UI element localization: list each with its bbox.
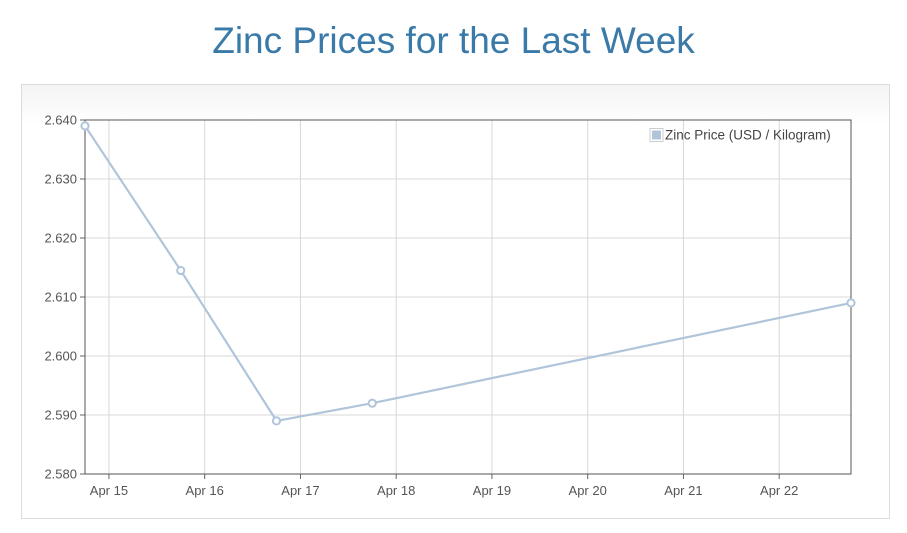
x-tick-label: Apr 17 — [281, 483, 319, 498]
page-title: Zinc Prices for the Last Week — [212, 20, 695, 61]
x-tick-label: Apr 18 — [377, 483, 415, 498]
axes: 2.580 2.590 2.600 2.610 2.620 2.630 2.640 Apr 1… — [44, 113, 852, 498]
y-tick-label: 2.590 — [44, 408, 77, 423]
data-point[interactable] — [176, 265, 186, 276]
y-tick-label: 2.630 — [44, 172, 77, 187]
x-tick-label: Apr 19 — [473, 483, 511, 498]
y-tick-label: 2.600 — [44, 349, 77, 364]
y-tick-label: 2.620 — [44, 231, 77, 246]
x-tick-label: Apr 22 — [760, 483, 798, 498]
legend: Zinc Price (USD / Kilogram) — [649, 128, 831, 143]
y-tick-label: 2.610 — [44, 290, 77, 305]
grid — [85, 120, 851, 474]
x-tick-label: Apr 15 — [90, 483, 128, 498]
x-tick-label: Apr 16 — [186, 483, 224, 498]
data-point[interactable] — [80, 121, 90, 131]
plot-frame — [84, 119, 852, 475]
data-point[interactable] — [271, 416, 282, 426]
x-tick-label: Apr 20 — [569, 483, 607, 498]
chart-container — [21, 84, 890, 519]
x-tick-label: Apr 21 — [664, 483, 702, 498]
series — [80, 121, 856, 426]
legend-label: Zinc Price (USD / Kilogram) — [665, 128, 831, 143]
series-line — [84, 125, 852, 422]
data-point[interactable] — [846, 298, 856, 308]
data-point[interactable] — [367, 398, 377, 408]
y-tick-label: 2.580 — [44, 467, 77, 482]
legend-swatch — [652, 130, 661, 140]
y-tick-label: 2.640 — [44, 113, 77, 128]
